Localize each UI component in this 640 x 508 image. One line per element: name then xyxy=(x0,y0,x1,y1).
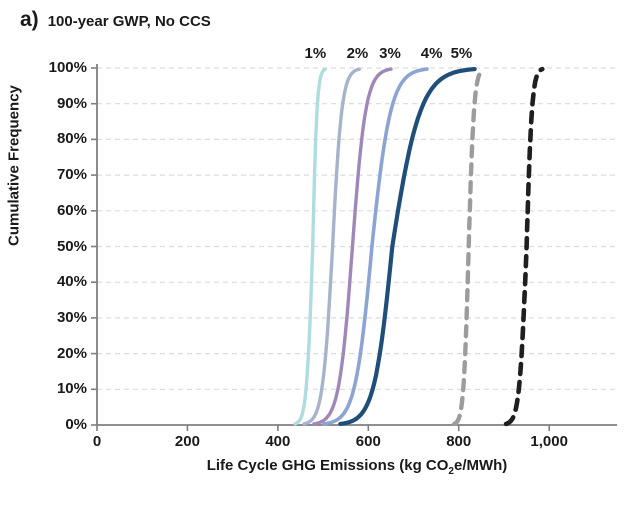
x-tick-label-400: 400 xyxy=(265,433,291,450)
curve-label-1%: 1% xyxy=(304,45,327,62)
x-tick-label-0: 0 xyxy=(92,433,102,450)
curve-2-leakage xyxy=(302,67,361,426)
curve-3-leakage xyxy=(312,67,393,426)
y-tick-label-80%: 80% xyxy=(56,130,87,148)
curve-reference-black-dashed xyxy=(503,66,545,427)
y-tick-label-30%: 30% xyxy=(56,308,87,326)
curve-1-leakage xyxy=(293,67,327,426)
y-tick-label-70%: 70% xyxy=(56,166,87,184)
y-axis-title: Cumulative Frequency xyxy=(5,85,23,246)
y-tick-label-10%: 10% xyxy=(56,380,87,398)
x-tick-label-800: 800 xyxy=(446,433,472,450)
y-tick-label-40%: 40% xyxy=(56,273,87,291)
curve-label-3%: 3% xyxy=(379,45,401,62)
x-axis-title-pre: Life Cycle GHG Emissions (kg CO xyxy=(206,457,449,474)
x-axis-title-sub: 2 xyxy=(448,466,454,477)
curve-reference-gray-dashed xyxy=(452,66,487,427)
curve-5-leakage xyxy=(338,67,477,426)
y-tick-label-0%: 0% xyxy=(65,416,87,433)
curve-label-5%: 5% xyxy=(450,45,473,62)
x-tick-label-600: 600 xyxy=(355,433,381,450)
x-tick-label-1,000: 1,000 xyxy=(530,433,568,450)
curve-4-leakage xyxy=(322,67,429,426)
y-tick-label-50%: 50% xyxy=(56,237,87,255)
y-tick-label-60%: 60% xyxy=(56,201,87,219)
y-tick-label-100%: 100% xyxy=(48,59,87,76)
curve-label-4%: 4% xyxy=(420,45,443,62)
chart-title-text: 100-year GWP, No CCS xyxy=(47,13,211,30)
x-axis-title: Life Cycle GHG Emissions (kg CO2e/MWh) xyxy=(97,457,617,477)
curve-label-2%: 2% xyxy=(346,45,369,62)
chart-title: a) 100-year GWP, No CCS xyxy=(20,8,211,32)
y-tick-label-90%: 90% xyxy=(56,94,87,112)
x-tick-label-200: 200 xyxy=(174,433,200,450)
panel-letter: a) xyxy=(20,8,39,31)
y-tick-label-20%: 20% xyxy=(56,344,87,362)
x-axis-title-post: e/MWh) xyxy=(453,457,508,474)
